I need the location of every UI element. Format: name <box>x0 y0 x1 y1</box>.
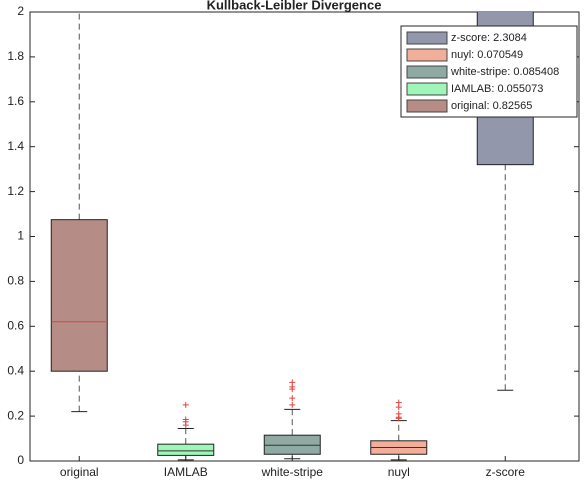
outlier <box>182 401 189 408</box>
y-tick-label: 1.2 <box>7 184 24 198</box>
outlier <box>395 399 402 406</box>
outlier <box>289 379 296 386</box>
outlier <box>395 410 402 417</box>
legend-label: IAMLAB: 0.055073 <box>451 83 543 95</box>
legend-swatch <box>406 82 448 96</box>
box <box>263 434 321 455</box>
y-tick-label: 0.6 <box>7 318 24 332</box>
legend-swatch <box>406 99 448 113</box>
legend-swatch <box>406 48 448 62</box>
y-tick-label: 1.6 <box>7 94 24 108</box>
x-tick-label: IAMLAB <box>164 465 208 479</box>
outlier <box>289 401 296 408</box>
y-tick-label: 1 <box>17 229 24 243</box>
box <box>157 443 215 456</box>
y-tick-label: 0.2 <box>7 408 24 422</box>
box <box>50 219 108 372</box>
outlier <box>182 416 189 423</box>
outlier <box>289 395 296 402</box>
y-tick-label: 1.4 <box>7 139 24 153</box>
legend-swatch <box>406 31 448 45</box>
x-tick-label: white-stripe <box>261 465 324 479</box>
x-tick-label: z-score <box>486 465 526 479</box>
y-tick-label: 0 <box>17 453 24 467</box>
y-tick-label: 0.4 <box>7 363 24 377</box>
y-tick-label: 1.8 <box>7 49 24 63</box>
x-tick-label: nuyl <box>388 465 410 479</box>
legend-label: z-score: 2.3084 <box>451 32 527 44</box>
legend-swatch <box>406 65 448 79</box>
x-tick-label: original <box>60 465 99 479</box>
legend-label: nuyl: 0.070549 <box>451 49 523 61</box>
chart-title: Kullback-Leibler Divergence <box>207 0 382 12</box>
y-tick-label: 2 <box>17 4 24 18</box>
y-tick-label: 0.8 <box>7 274 24 288</box>
legend-label: original: 0.82565 <box>451 100 532 112</box>
legend-label: white-stripe: 0.085408 <box>450 66 559 78</box>
